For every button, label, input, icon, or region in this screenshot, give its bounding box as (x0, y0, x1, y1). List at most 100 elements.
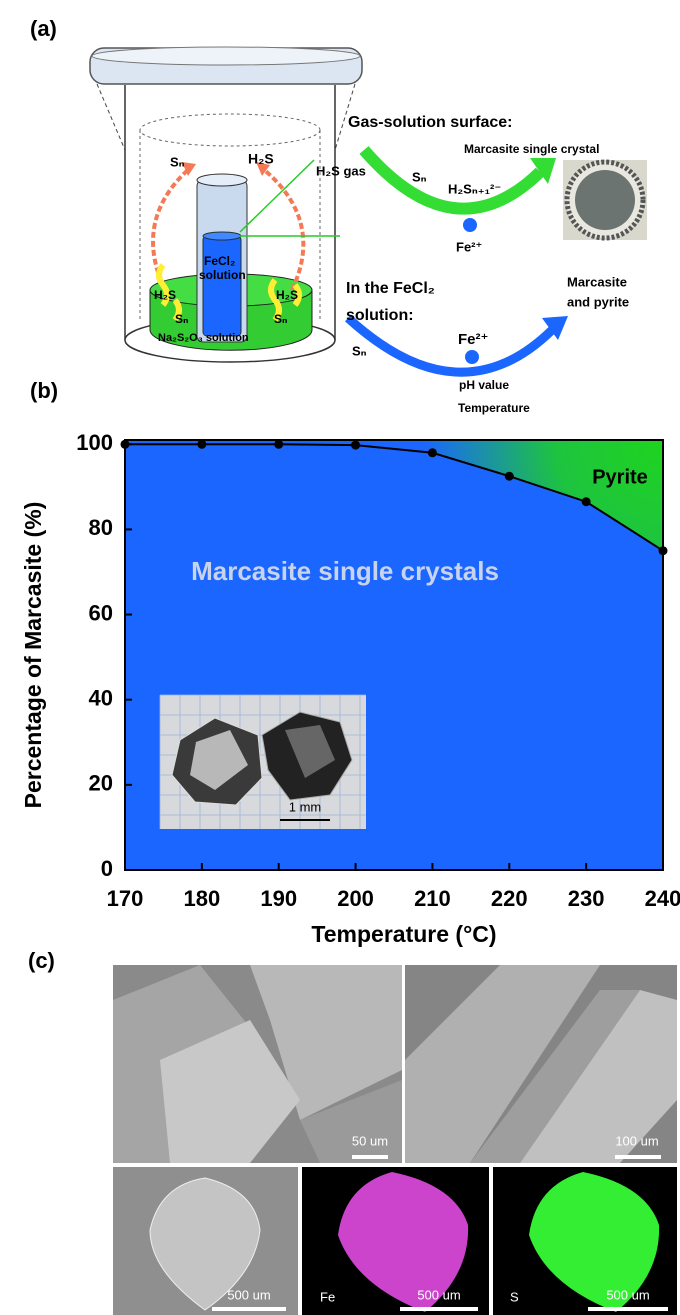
diagram-label: Sₙ (274, 312, 287, 326)
scale-bar (352, 1155, 388, 1159)
flow-arrow (260, 166, 306, 291)
panel-label: (c) (28, 948, 55, 973)
point (427, 448, 437, 458)
point (120, 439, 130, 449)
scale-label: 500 um (227, 1287, 270, 1302)
point (197, 439, 207, 449)
crystal-facet (190, 730, 248, 790)
guide-line (334, 83, 356, 151)
zoom-line (239, 159, 315, 233)
apparatus (89, 46, 363, 363)
y-axis-label: Percentage of Marcasite (%) (20, 502, 46, 809)
region-label: Marcasite single crystals (191, 556, 499, 586)
y-tick-label: 0 (101, 856, 113, 881)
x-tick-label: 220 (491, 886, 528, 911)
flow-arrow (151, 166, 192, 291)
scale-label: 100 um (615, 1133, 658, 1148)
lid-top (91, 46, 361, 66)
pyrite-region (125, 440, 663, 551)
x-axis-label: Temperature (°C) (311, 921, 496, 947)
point (351, 440, 361, 450)
micrographs (113, 965, 677, 1315)
panel-label: (a) (30, 16, 57, 41)
diagram-label: H₂Sₙ₊₁²⁻ (448, 181, 501, 196)
scale-bar (615, 1155, 661, 1159)
diagram-label: Sₙ (352, 343, 367, 358)
diagram-label: Marcasite single crystal (464, 142, 599, 156)
diagram-label: In the FeCl₂ (346, 280, 435, 297)
squiggle (268, 278, 302, 322)
panel-label: (b) (30, 378, 58, 403)
point (658, 546, 668, 556)
inner-rim (139, 113, 321, 147)
diagram-label: Fe²⁺ (456, 239, 482, 254)
ion-dot (465, 350, 479, 364)
curve (125, 443, 664, 552)
x-tick-label: 170 (107, 886, 144, 911)
chart: 0 20 40 60 80 100 170 180 190 200 210 220 230 240 Temp… (20, 430, 680, 947)
diagram-label: Fe²⁺ (458, 331, 488, 348)
diagram-label: Sₙ (175, 312, 188, 326)
ion-dot (463, 218, 477, 232)
tube-top (196, 173, 248, 187)
x-tick-label: 240 (645, 886, 680, 911)
x-tick-label: 190 (260, 886, 297, 911)
x-tick-label: 200 (337, 886, 374, 911)
y-tick-label: 100 (76, 430, 113, 455)
x-tick-label: 210 (414, 886, 451, 911)
scale-bar (400, 1307, 478, 1311)
diagram-label: Sₙ (170, 154, 185, 169)
scale-bar (588, 1307, 668, 1311)
diagram-label: solution (199, 268, 246, 282)
element-label: S (510, 1289, 519, 1304)
diagram-label: solution: (346, 307, 414, 324)
arrow-head (542, 316, 568, 340)
sem-facet (520, 990, 677, 1163)
scale-bar (212, 1307, 286, 1311)
point (274, 439, 284, 449)
arrow-head (256, 162, 270, 176)
x-tick-label: 180 (183, 886, 220, 911)
diagram-label: Temperature (458, 401, 530, 415)
guide-line (96, 83, 126, 151)
crystal-facet (285, 725, 335, 778)
inset-scale-label: 1 mm (289, 799, 322, 814)
y-tick-label: 80 (89, 515, 113, 540)
diagram-label: H₂S (154, 288, 176, 302)
element-label: Fe (320, 1289, 335, 1304)
point (581, 497, 591, 507)
diagram-label: H₂S (248, 151, 274, 167)
scale-label: 500 um (417, 1287, 460, 1302)
reaction-arrow (344, 314, 556, 377)
plot-frame (124, 439, 664, 871)
tube-solution (202, 235, 242, 337)
sem-facet (405, 965, 600, 1163)
y-tick-label: 20 (89, 771, 113, 796)
diagram-label: Gas-solution surface: (348, 114, 512, 131)
sem-facet (470, 990, 640, 1163)
diagram-label: H₂S (276, 288, 298, 302)
diagram-label: FeCl₂ (204, 254, 235, 268)
sem-facet (160, 1020, 300, 1163)
diagram-label: and pyrite (567, 294, 629, 309)
diagram-label: Marcasite (567, 274, 627, 289)
arrow-head (182, 162, 196, 176)
eds-fe (338, 1172, 469, 1312)
tube-solution-top (202, 231, 242, 241)
sem-facet (250, 965, 402, 1120)
diagram-label: Na₂S₂O₃ solution (158, 332, 249, 344)
sem-crystal (149, 1177, 261, 1311)
y-tick-label: 60 (89, 600, 113, 625)
mechanism (344, 146, 647, 377)
reaction-arrow (359, 146, 545, 215)
sem-facet (300, 1080, 402, 1163)
x-tick-label: 230 (568, 886, 605, 911)
point (504, 471, 514, 481)
diagram-label: H₂S gas (316, 163, 366, 178)
y-tick-label: 40 (89, 686, 113, 711)
crystal-center (575, 170, 635, 230)
scale-label: 50 um (352, 1133, 388, 1148)
arrow-head (530, 158, 556, 184)
